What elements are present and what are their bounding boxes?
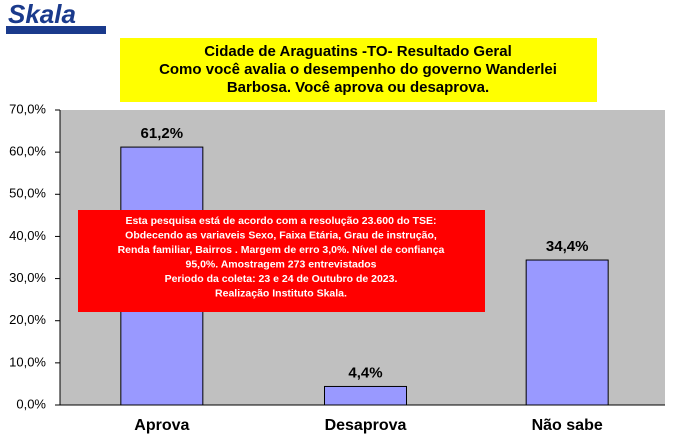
annotation: 95,0%. Amostragem 273 entrevistados [185, 258, 376, 270]
x-tick-label: Desaprova [325, 417, 407, 434]
annotation: Esta pesquisa está de acordo com a resol… [125, 215, 436, 227]
y-tick-label: 40,0% [9, 228, 46, 243]
bar [525, 259, 609, 406]
chart-title: Barbosa. Você aprova ou desaprova. [227, 79, 489, 96]
logo-bar [6, 26, 106, 34]
chart-title: Como você avalia o desempenho do governo… [159, 61, 557, 78]
bar [324, 385, 407, 406]
chart-title: Cidade de Araguatins -TO- Resultado Gera… [204, 43, 512, 60]
y-tick-label: 20,0% [9, 312, 46, 327]
annotation: Realização Instituto Skala. [215, 287, 347, 299]
y-tick-label: 30,0% [9, 270, 46, 285]
annotation: Periodo da coleta: 23 e 24 de Outubro de… [165, 273, 398, 285]
data-label: 4,4% [348, 364, 382, 381]
y-tick-label: 60,0% [9, 144, 46, 159]
x-tick-label: Aprova [134, 417, 189, 434]
annotation: Renda familiar, Bairros . Margem de erro… [118, 244, 445, 256]
logo: Skala [8, 0, 76, 29]
data-label: 61,2% [141, 125, 184, 142]
y-tick-label: 70,0% [9, 101, 46, 116]
annotation-box [78, 210, 485, 312]
title-box [120, 38, 597, 102]
y-tick-label: 50,0% [9, 186, 46, 201]
data-label: 34,4% [546, 238, 589, 255]
y-tick-label: 10,0% [9, 354, 46, 369]
y-tick-label: 0,0% [16, 396, 46, 411]
annotation: Obdecendo as variaveis Sexo, Faixa Etári… [125, 229, 437, 241]
x-tick-label: Não sabe [532, 417, 603, 434]
